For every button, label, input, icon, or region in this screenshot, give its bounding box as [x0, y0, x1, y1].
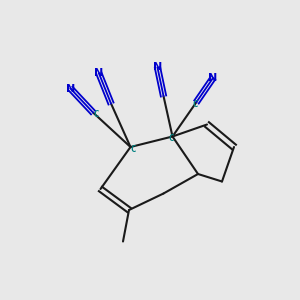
Text: N: N [66, 83, 75, 94]
Text: C: C [130, 145, 136, 154]
Text: N: N [94, 68, 103, 79]
Text: C: C [93, 110, 99, 119]
Text: C: C [192, 100, 198, 109]
Text: N: N [153, 62, 162, 73]
Text: N: N [208, 73, 217, 83]
Text: C: C [168, 134, 174, 143]
